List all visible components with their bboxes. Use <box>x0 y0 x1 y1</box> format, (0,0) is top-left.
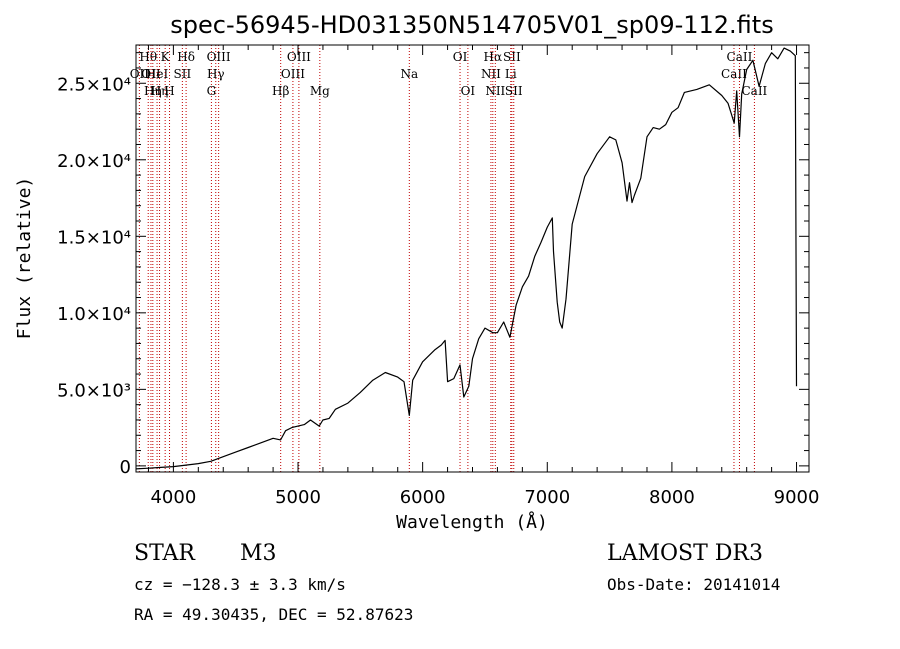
spectral-line-label: NII <box>485 84 505 98</box>
survey-name: LAMOST DR3 <box>607 541 763 566</box>
y-tick-label: 1.5×10⁴ <box>57 227 131 248</box>
spectral-line-label: OIII <box>207 50 231 64</box>
y-tick-label: 2.5×10⁴ <box>57 74 131 95</box>
x-tick-label: 5000 <box>275 487 321 508</box>
y-tick-label: 5.0×10³ <box>57 380 131 401</box>
spectral-line-label: Na <box>400 67 418 81</box>
spectral-line-label: Hη <box>151 84 169 98</box>
spectral-line-label: OI <box>453 50 468 64</box>
y-tick-label: 1.0×10⁴ <box>57 304 131 325</box>
spectral-line-label: Li <box>505 67 517 81</box>
x-tick-label: 9000 <box>774 487 820 508</box>
y-tick-label: 2.0×10⁴ <box>57 151 131 172</box>
spectral-line-label: OI <box>461 84 476 98</box>
spectral-line-label: K <box>161 50 171 64</box>
spectral-line-label: Hδ <box>177 50 195 64</box>
spectral-line-label: SII <box>503 50 521 64</box>
x-tick-label: 6000 <box>400 487 446 508</box>
spectral-line-markers: OIIHθOIIHηHeIHηKHSIIHδGHγOIIIHβOIIIOIIIM… <box>130 45 768 472</box>
x-tick-label: 4000 <box>150 487 196 508</box>
spectral-line-label: Hβ <box>272 84 289 98</box>
spectral-line-label: CaII <box>721 67 747 81</box>
plot-frame <box>135 44 810 473</box>
spectral-line-label: OIII <box>287 50 311 64</box>
spectral-line-label: Mg <box>310 84 330 98</box>
x-tick-label: 7000 <box>524 487 570 508</box>
spectral-line-label: CaII <box>727 50 753 64</box>
spectral-line-label: OII <box>141 67 161 81</box>
spectral-line-label: OIII <box>281 67 305 81</box>
redshift-velocity: cz = −128.3 ± 3.3 km/s <box>134 575 346 594</box>
object-subclass: M3 <box>240 541 277 566</box>
spectral-line-label: Hα <box>484 50 503 64</box>
spectral-line-label: SII <box>505 84 523 98</box>
y-tick-label: 0 <box>120 457 131 478</box>
object-class: STAR <box>134 541 196 566</box>
x-tick-label: 8000 <box>649 487 695 508</box>
x-axis-label: Wavelength (Å) <box>396 511 548 533</box>
coordinates: RA = 49.30435, DEC = 52.87623 <box>134 605 413 624</box>
spectral-line-label: CaII <box>741 84 767 98</box>
axes: 4000 5000 6000 7000 8000 9000 0 5.0×10³ 1.0×10⁴ 1… <box>57 44 820 508</box>
spectral-line-label: OII <box>130 67 150 81</box>
spectral-line-label: Hγ <box>207 67 225 81</box>
observation-date: Obs-Date: 20141014 <box>607 575 780 594</box>
spectral-line-label: SII <box>174 67 192 81</box>
y-axis-label: Flux (relative) <box>14 177 35 340</box>
spectral-line-label: H <box>164 84 174 98</box>
spectral-line-label: NII <box>481 67 501 81</box>
spectral-line-label: G <box>207 84 217 98</box>
chart-title: spec-56945-HD031350N514705V01_sp09-112.f… <box>170 11 773 39</box>
spectral-line-label: Hθ <box>139 50 157 64</box>
flux-series <box>135 47 798 470</box>
flux-line <box>135 47 798 470</box>
spectral-line-label: HeI <box>146 67 169 81</box>
